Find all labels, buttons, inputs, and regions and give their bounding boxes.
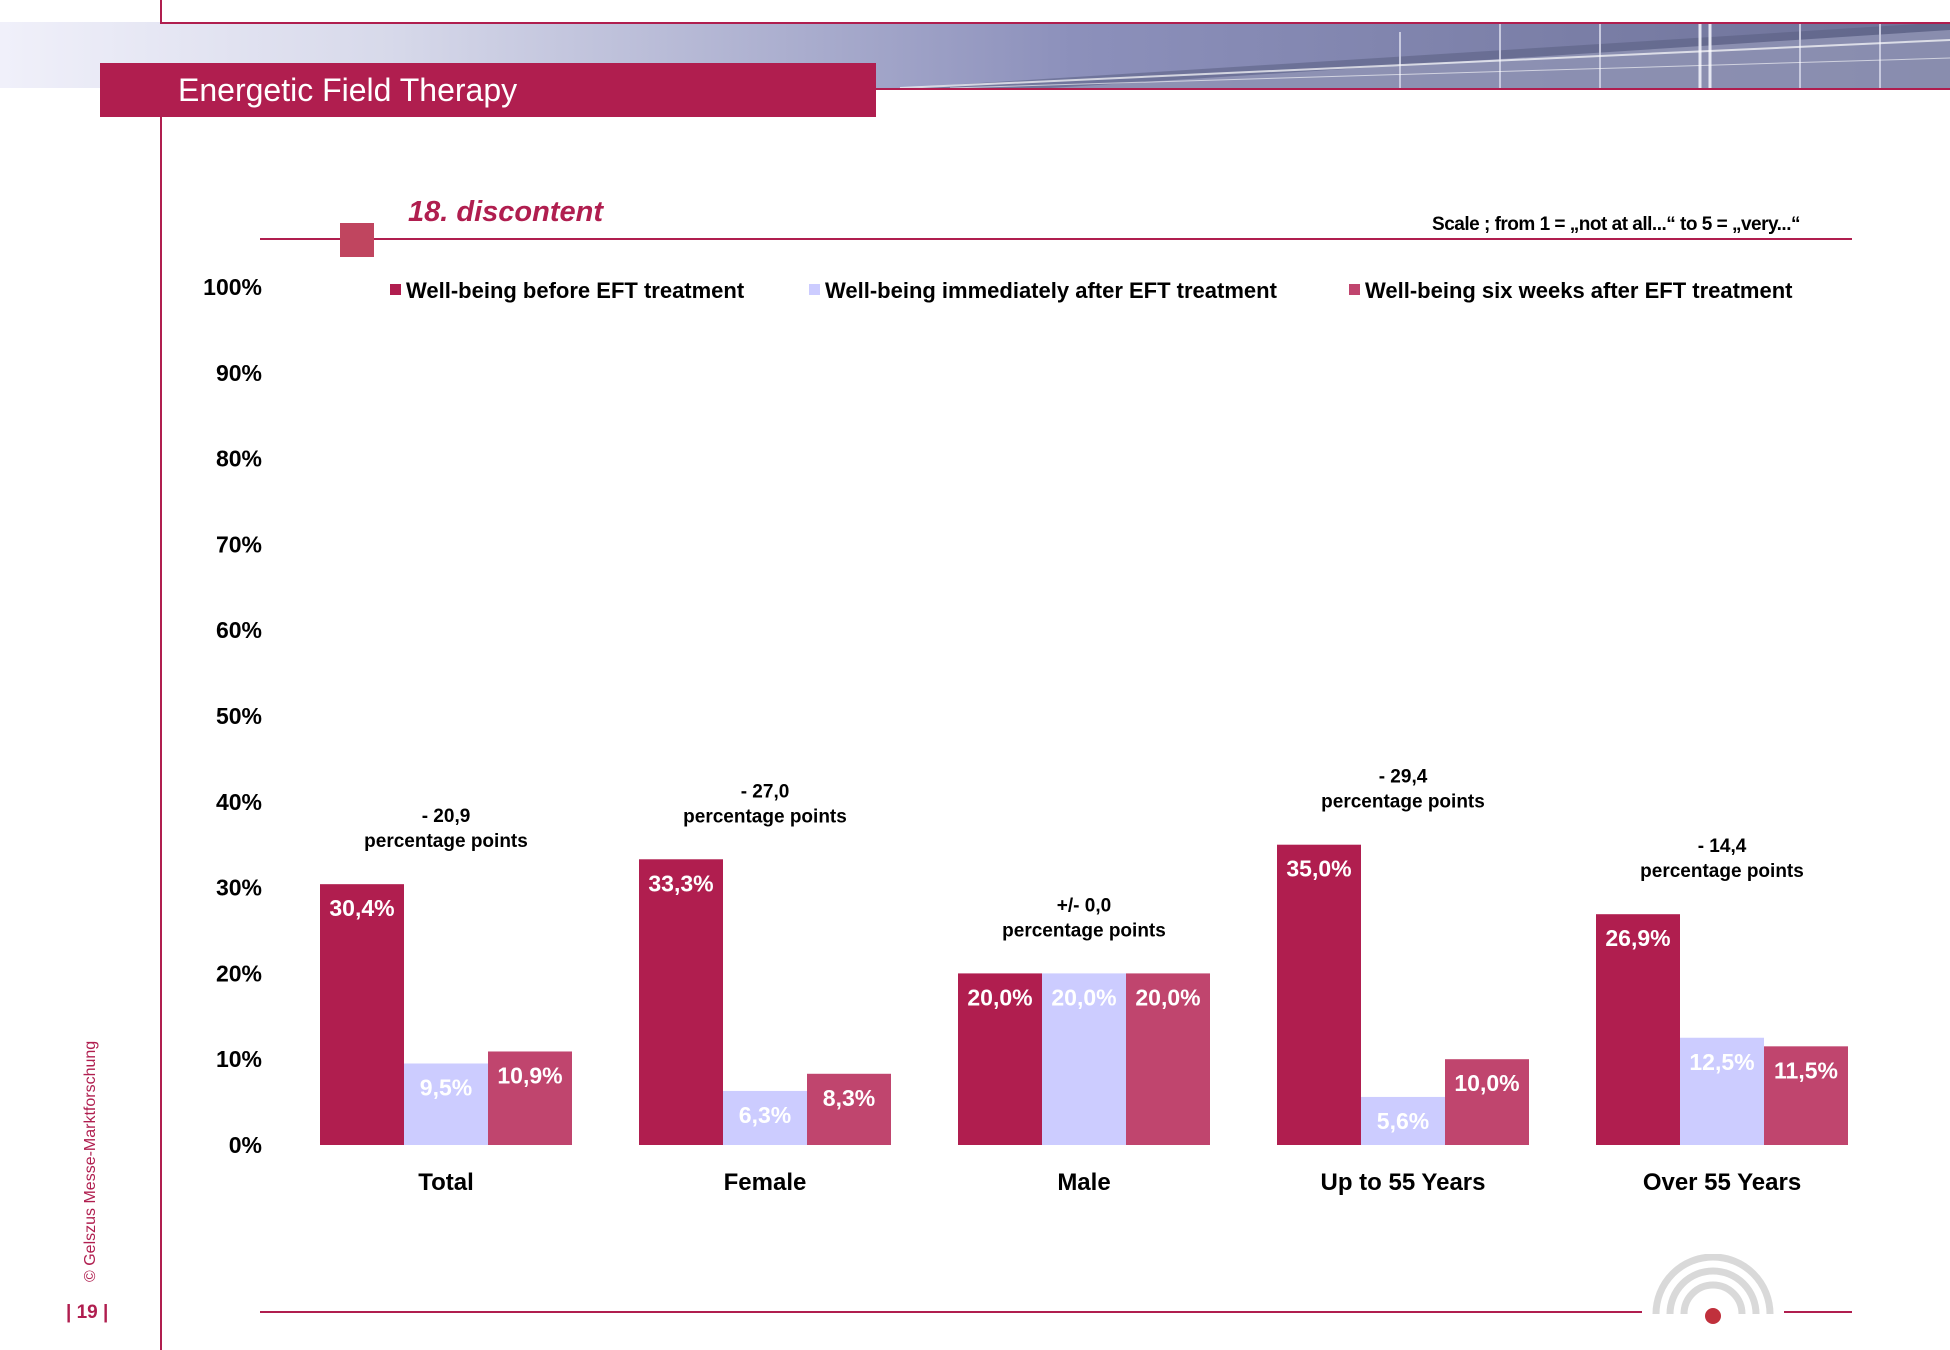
y-tick-label: 40% — [216, 789, 262, 815]
bar-value-label: 20,0% — [1135, 984, 1200, 1010]
bar-value-label: 5,6% — [1377, 1108, 1429, 1134]
page-number: | 19 | — [66, 1302, 109, 1323]
subtitle-marker — [340, 223, 374, 257]
header-top-rule — [160, 22, 1950, 24]
bar-value-label: 30,4% — [329, 895, 394, 921]
bar-value-label: 10,9% — [497, 1062, 562, 1088]
bar-value-label: 12,5% — [1689, 1049, 1754, 1075]
bar — [958, 973, 1042, 1145]
legend-label: Well-being before EFT treatment — [406, 278, 745, 303]
y-tick-label: 30% — [216, 875, 262, 901]
annotation-change: +/- 0,0 — [1057, 895, 1111, 916]
bar-value-label: 26,9% — [1605, 925, 1670, 951]
bar — [1445, 1059, 1529, 1145]
bar — [639, 859, 723, 1145]
scale-note: Scale ; from 1 = „not at all...“ to 5 = … — [1432, 214, 1800, 235]
category-label: Up to 55 Years — [1321, 1169, 1486, 1196]
copyright-text: © Gelszus Messe-Marktforschung — [82, 1040, 99, 1282]
bar-value-label: 9,5% — [420, 1074, 472, 1100]
annotation-change: - 20,9 — [422, 806, 471, 827]
building-graphic — [899, 22, 1950, 88]
annotation-unit: percentage points — [364, 831, 528, 852]
bar — [1361, 1096, 1445, 1145]
footer-rule-right — [1784, 1311, 1852, 1313]
annotation-change: - 29,4 — [1379, 767, 1428, 788]
bar — [1042, 973, 1126, 1145]
bar — [320, 884, 404, 1145]
left-margin-line — [160, 0, 162, 1350]
bar — [1277, 844, 1361, 1145]
annotation-unit: percentage points — [1640, 861, 1804, 882]
y-tick-label: 80% — [216, 446, 262, 472]
bar-value-label: 35,0% — [1286, 856, 1351, 882]
bar-value-label: 11,5% — [1774, 1057, 1838, 1083]
bar — [488, 1051, 572, 1145]
header-bottom-rule — [860, 88, 1950, 90]
category-label: Over 55 Years — [1643, 1169, 1801, 1196]
bar-value-label: 6,3% — [739, 1102, 791, 1128]
bar-value-label: 10,0% — [1454, 1070, 1519, 1096]
bar-value-label: 8,3% — [823, 1085, 875, 1111]
y-tick-label: 50% — [216, 703, 262, 729]
footer-rule — [260, 1311, 1642, 1313]
category-label: Male — [1057, 1169, 1110, 1196]
annotation-unit: percentage points — [1002, 920, 1166, 941]
bar — [723, 1090, 807, 1145]
bar — [1126, 973, 1210, 1145]
annotation-change: - 14,4 — [1698, 836, 1747, 857]
subtitle-rule — [260, 238, 1852, 240]
annotation-unit: percentage points — [683, 806, 847, 827]
legend-label: Well-being immediately after EFT treatme… — [825, 278, 1278, 303]
company-logo — [1652, 1254, 1774, 1324]
bar — [807, 1073, 891, 1145]
annotation-unit: percentage points — [1321, 792, 1485, 813]
bar — [404, 1063, 488, 1145]
legend-label: Well-being six weeks after EFT treatment — [1365, 278, 1793, 303]
bar — [1764, 1046, 1848, 1145]
annotation-change: - 27,0 — [741, 781, 790, 802]
y-tick-label: 70% — [216, 531, 262, 557]
legend-swatch — [1349, 284, 1360, 295]
page-title: Energetic Field Therapy — [100, 63, 876, 117]
bar — [1596, 914, 1680, 1145]
y-tick-label: 90% — [216, 360, 262, 386]
legend-swatch — [809, 284, 820, 295]
bar-value-label: 20,0% — [1051, 984, 1116, 1010]
bar — [1680, 1037, 1764, 1145]
category-label: Total — [418, 1169, 474, 1196]
y-tick-label: 100% — [203, 274, 262, 300]
bar-value-label: 20,0% — [967, 984, 1032, 1010]
y-tick-label: 0% — [229, 1132, 262, 1158]
y-tick-label: 10% — [216, 1046, 262, 1072]
chart-subtitle: 18. discontent — [408, 196, 603, 228]
bar-value-label: 33,3% — [648, 870, 713, 896]
y-tick-label: 60% — [216, 617, 262, 643]
legend-swatch — [390, 284, 401, 295]
category-label: Female — [724, 1169, 807, 1196]
y-tick-label: 20% — [216, 960, 262, 986]
